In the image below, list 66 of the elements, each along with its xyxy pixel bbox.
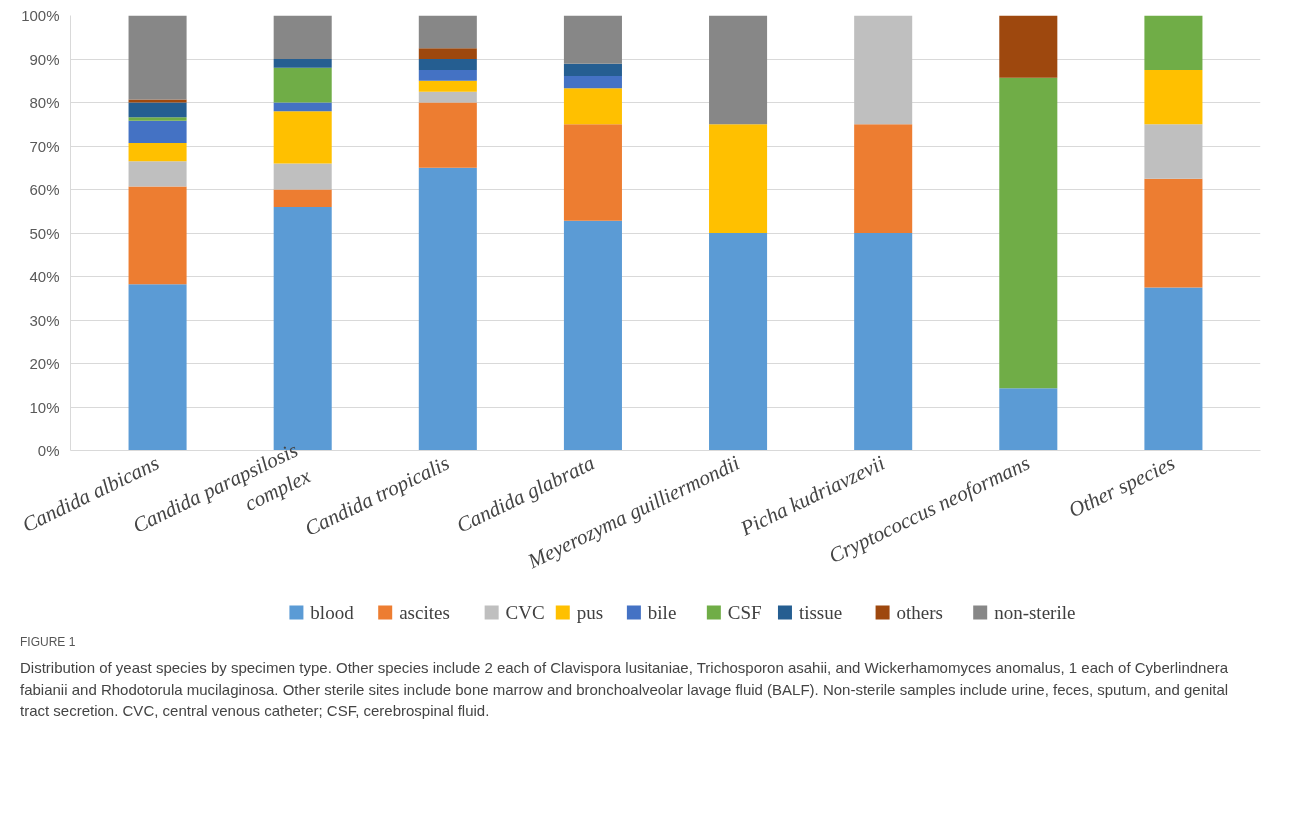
- bar: [1144, 15, 1203, 70]
- legend-label: ascites: [399, 602, 450, 623]
- bar: [854, 233, 913, 451]
- y-tick-label: 10%: [29, 398, 60, 416]
- bar: [418, 91, 477, 103]
- legend-label: pus: [576, 602, 604, 623]
- y-tick-label: 30%: [29, 311, 60, 329]
- bar: [128, 161, 187, 187]
- bar: [854, 15, 913, 125]
- bar: [999, 388, 1058, 451]
- y-tick-label: 0%: [37, 442, 60, 459]
- legend-label: blood: [310, 602, 355, 623]
- bar: [418, 80, 477, 92]
- bar: [563, 63, 622, 76]
- y-tick-label: 70%: [29, 137, 60, 155]
- bar: [273, 189, 332, 207]
- bar: [418, 48, 477, 59]
- bar: [418, 59, 477, 70]
- caption: FIGURE 1: [20, 634, 77, 651]
- bar: [1144, 287, 1203, 451]
- bar: [418, 102, 477, 168]
- bar: [709, 124, 768, 233]
- bar: [128, 142, 187, 162]
- bar: [1144, 178, 1203, 288]
- bar: [128, 186, 187, 285]
- bar: [273, 67, 332, 103]
- bar: [563, 15, 622, 64]
- bar: [1144, 124, 1203, 179]
- bar: [1144, 69, 1203, 125]
- y-tick-label: 20%: [29, 355, 60, 372]
- legend-label: tissue: [798, 602, 843, 623]
- bar: [563, 88, 622, 125]
- y-tick-label: 60%: [29, 181, 60, 198]
- bar: [563, 75, 622, 89]
- y-tick-label: 40%: [29, 268, 60, 285]
- bar: [128, 15, 187, 100]
- legend-label: non-sterile: [994, 602, 1076, 623]
- bar: [563, 124, 622, 221]
- bar: [273, 15, 332, 59]
- bar: [999, 15, 1058, 78]
- bar: [273, 59, 332, 68]
- text: Distribution of yeast species by specimen type. Other species include 2 each of Clavispora lusitaniae, Trichosporon asahii, and Wickerhamomyces anomalus, 1 each of Cyberlindnera fabianii and Rhodotorula mucilaginosa. Other sterile sites include bone marrow and bronchoalveolar lavage fluid (BALF). Non-sterile samples include urine, feces, sputum, and genital tract secretion. CVC, central venous catheter; CSF, cerebrospinal fluid.: [20, 658, 1230, 721]
- y-tick-label: 80%: [29, 94, 60, 111]
- legend-label: CSF: [727, 602, 762, 623]
- bar: [128, 284, 187, 451]
- bar: [418, 69, 477, 81]
- bar: [854, 124, 913, 233]
- y-tick-label: 100%: [21, 7, 60, 24]
- bar: [273, 102, 332, 112]
- bar: [418, 167, 477, 451]
- bar: [418, 15, 477, 49]
- legend-label: others: [896, 602, 943, 623]
- legend-label: CVC: [505, 602, 545, 623]
- bar: [128, 117, 187, 121]
- bar: [999, 77, 1058, 389]
- bar: [128, 99, 187, 103]
- legend-label: bile: [647, 602, 677, 623]
- bar: [563, 220, 622, 451]
- bar: [273, 111, 332, 164]
- bar: [273, 163, 332, 190]
- y-tick-label: 50%: [29, 224, 60, 242]
- bar: [128, 120, 187, 143]
- y-tick-label: 90%: [29, 50, 60, 68]
- bar: [128, 102, 187, 118]
- bar: [709, 233, 768, 451]
- bar: [709, 15, 768, 125]
